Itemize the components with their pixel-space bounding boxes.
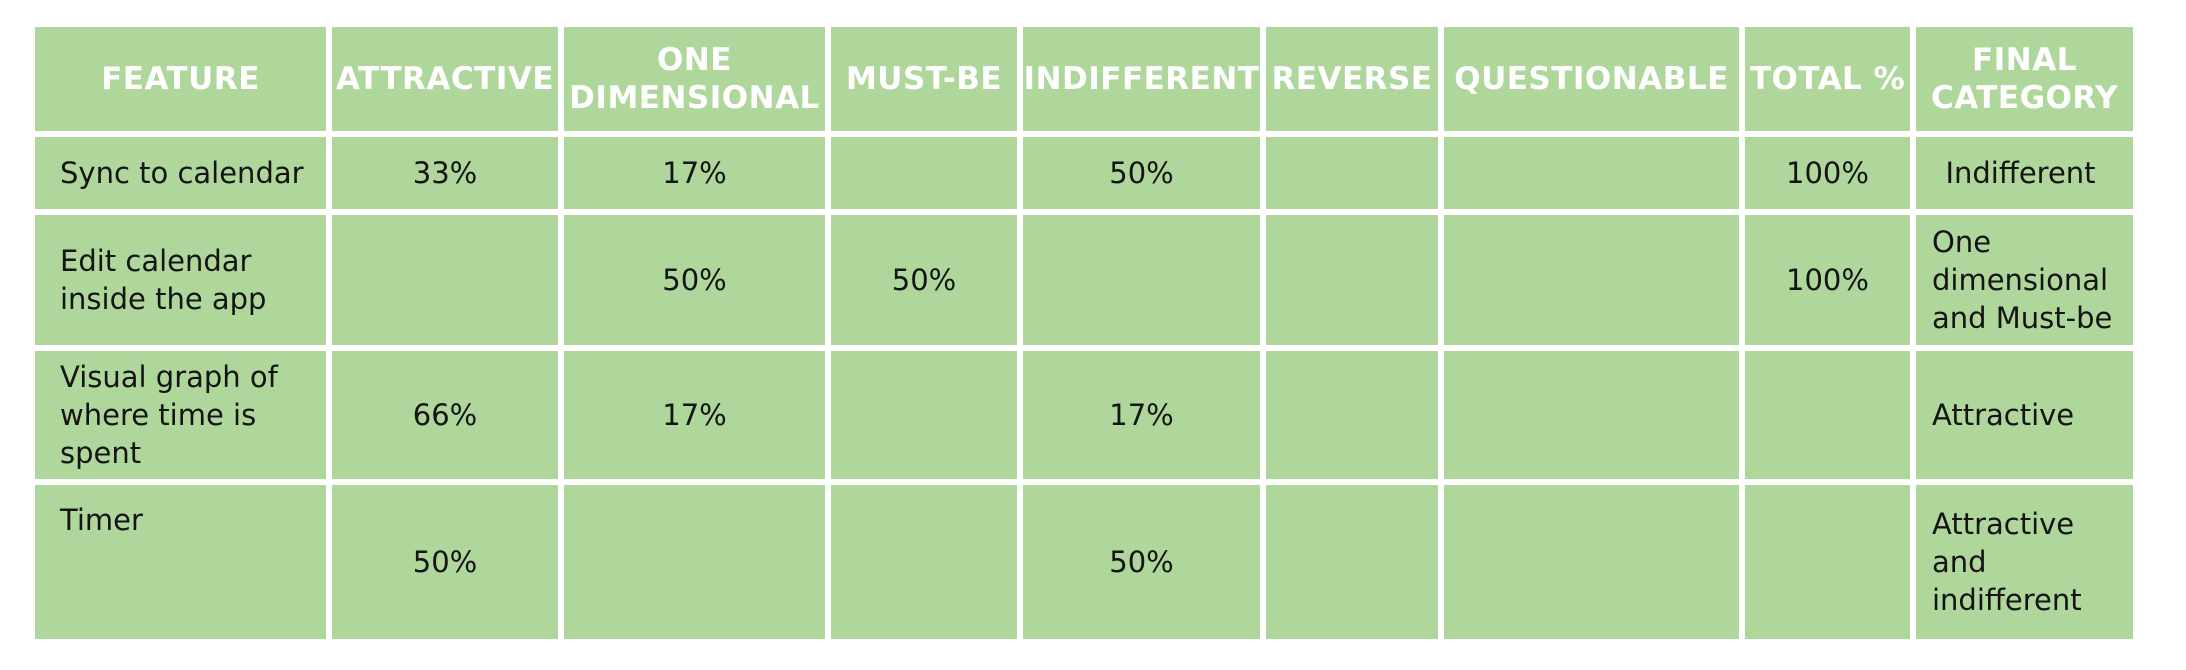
table-row: Timer 50% 50% Attractive and indifferent <box>35 485 2133 639</box>
feature-cell: Visual graph of where time is spent <box>35 351 326 479</box>
one-dimensional-cell <box>564 485 825 639</box>
final-category-cell: One dimensional and Must-be <box>1916 215 2133 345</box>
indifferent-cell: 17% <box>1023 351 1260 479</box>
total-percent-cell <box>1745 351 1910 479</box>
header-one-dimensional: ONE DIMENSIONAL <box>564 27 825 131</box>
feature-cell: Timer <box>35 485 326 639</box>
attractive-cell: 33% <box>332 137 558 209</box>
feature-cell: Sync to calendar <box>35 137 326 209</box>
total-percent-cell: 100% <box>1745 215 1910 345</box>
indifferent-cell: 50% <box>1023 137 1260 209</box>
attractive-cell: 66% <box>332 351 558 479</box>
header-attractive: ATTRACTIVE <box>332 27 558 131</box>
table-row: Visual graph of where time is spent 66% … <box>35 351 2133 479</box>
final-category-cell: Attractive <box>1916 351 2133 479</box>
header-must-be: MUST-BE <box>831 27 1017 131</box>
questionable-cell <box>1444 351 1739 479</box>
header-questionable: QUESTIONABLE <box>1444 27 1739 131</box>
final-category-cell: Indifferent <box>1916 137 2133 209</box>
header-feature: FEATURE <box>35 27 326 131</box>
reverse-cell <box>1266 215 1438 345</box>
one-dimensional-cell: 50% <box>564 215 825 345</box>
header-indifferent: INDIFFERENT <box>1023 27 1260 131</box>
final-category-cell: Attractive and indifferent <box>1916 485 2133 639</box>
table-row: Edit calendar inside the app 50% 50% 100… <box>35 215 2133 345</box>
indifferent-cell <box>1023 215 1260 345</box>
reverse-cell <box>1266 137 1438 209</box>
header-final-category: FINAL CATEGORY <box>1916 27 2133 131</box>
questionable-cell <box>1444 137 1739 209</box>
must-be-cell: 50% <box>831 215 1017 345</box>
header-row: FEATURE ATTRACTIVE ONE DIMENSIONAL MUST-… <box>35 27 2133 131</box>
table-row: Sync to calendar 33% 17% 50% 100% Indiff… <box>35 137 2133 209</box>
indifferent-cell: 50% <box>1023 485 1260 639</box>
total-percent-cell: 100% <box>1745 137 1910 209</box>
must-be-cell <box>831 351 1017 479</box>
feature-cell: Edit calendar inside the app <box>35 215 326 345</box>
one-dimensional-cell: 17% <box>564 137 825 209</box>
reverse-cell <box>1266 485 1438 639</box>
one-dimensional-cell: 17% <box>564 351 825 479</box>
questionable-cell <box>1444 215 1739 345</box>
header-total-percent: TOTAL % <box>1745 27 1910 131</box>
kano-results-table: FEATURE ATTRACTIVE ONE DIMENSIONAL MUST-… <box>29 21 2139 645</box>
must-be-cell <box>831 137 1017 209</box>
must-be-cell <box>831 485 1017 639</box>
attractive-cell: 50% <box>332 485 558 639</box>
kano-results-table-container: FEATURE ATTRACTIVE ONE DIMENSIONAL MUST-… <box>35 27 2133 639</box>
reverse-cell <box>1266 351 1438 479</box>
attractive-cell <box>332 215 558 345</box>
header-reverse: REVERSE <box>1266 27 1438 131</box>
total-percent-cell <box>1745 485 1910 639</box>
questionable-cell <box>1444 485 1739 639</box>
